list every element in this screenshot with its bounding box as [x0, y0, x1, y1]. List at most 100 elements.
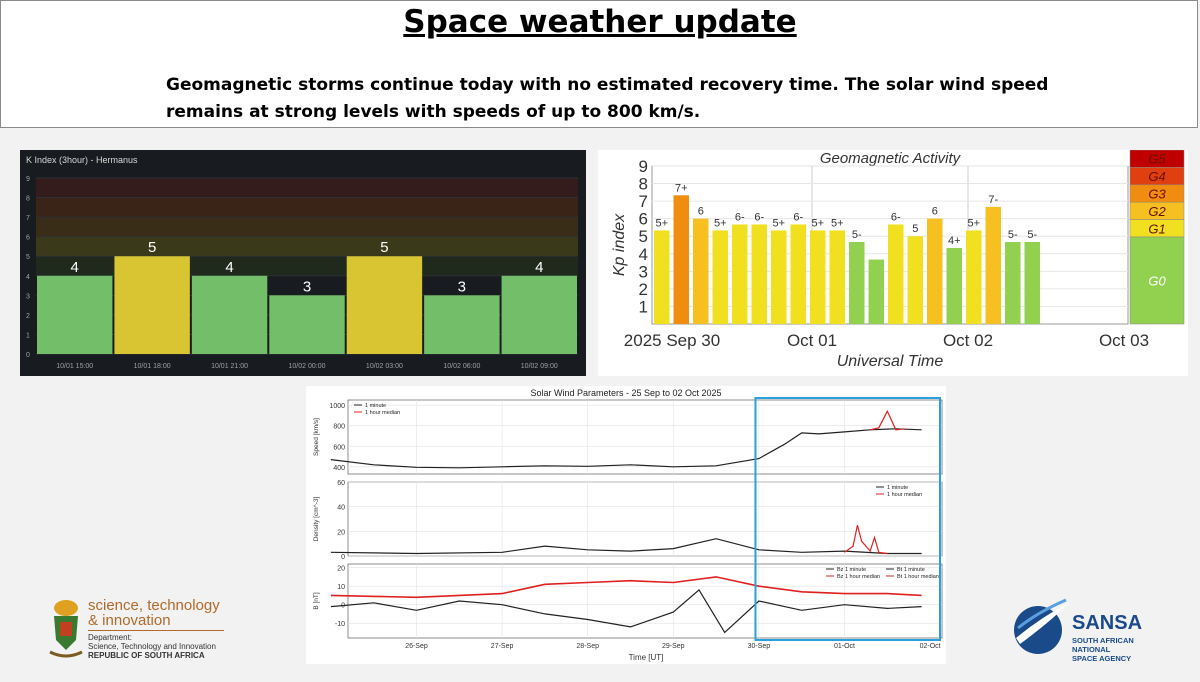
kp-bar-label: 5+ [714, 217, 727, 229]
k-y-tick-label: 2 [26, 313, 30, 320]
kp-y-tick-label: 7 [639, 192, 648, 211]
g-scale-label: G4 [1148, 169, 1165, 184]
kp-bar-label: 5 [912, 223, 918, 235]
kp-bar-label: 6- [891, 211, 901, 223]
kp-bar [927, 218, 943, 324]
kp-bar-label: 6 [932, 206, 938, 218]
g-scale-label: G5 [1148, 152, 1166, 167]
k-threshold-band [36, 197, 578, 218]
sw-chart-title: Solar Wind Parameters - 25 Sep to 02 Oct… [530, 388, 721, 398]
kp-y-tick-label: 4 [639, 245, 648, 264]
k-threshold-band [36, 217, 578, 237]
k-x-tick-label: 10/01 18:00 [134, 363, 171, 370]
sansa-subtitle-line1: SOUTH AFRICAN NATIONAL [1072, 636, 1134, 654]
kp-chart-title: Geomagnetic Activity [820, 150, 962, 167]
sw-series-line [330, 576, 922, 599]
k-bar-label: 4 [535, 259, 543, 276]
dsi-logo-line2: & innovation [88, 612, 171, 629]
sw-y-tick-label: 1000 [329, 403, 345, 410]
sw-x-tick-label: 27-Sep [491, 643, 514, 650]
kp-bar [1005, 242, 1021, 324]
kp-bar-label: 6- [793, 211, 803, 223]
sw-legend-label: 1 minute [365, 403, 386, 409]
k-bar [424, 295, 500, 354]
kp-y-tick-label: 3 [639, 262, 648, 281]
sw-y-axis-label: Speed [km/s] [313, 418, 320, 456]
kp-y-tick-label: 1 [639, 297, 648, 316]
summary-line-2: remains at strong levels with speeds of … [166, 102, 701, 122]
k-y-tick-label: 0 [26, 352, 30, 359]
kp-bar [1024, 242, 1040, 324]
k-index-chart: K Index (3hour) - Hermanus 0 1 2 3 4 5 6 7 8 9 4 10/… [20, 150, 586, 376]
k-bar [269, 295, 345, 354]
sw-x-tick-label: 01-Oct [834, 643, 855, 650]
sw-y-tick-label: 20 [337, 566, 345, 573]
header-panel [0, 0, 1198, 128]
summary-line-1: Geomagnetic storms continue today with n… [166, 75, 1049, 95]
k-bar-label: 4 [225, 259, 233, 276]
kp-bar [712, 230, 728, 324]
k-x-tick-label: 10/02 09:00 [521, 363, 558, 370]
sw-series-line [844, 525, 888, 555]
dsi-department-label: Department: [88, 633, 133, 642]
k-y-tick-label: 7 [26, 215, 30, 222]
k-bar-label: 5 [380, 239, 388, 256]
sw-y-tick-label: 400 [333, 465, 345, 472]
kp-bar [946, 247, 962, 324]
sw-legend-label: Bz 1 hour median [837, 574, 880, 580]
kp-bar [966, 230, 982, 324]
g-scale-label: G1 [1148, 221, 1165, 236]
sw-y-axis-label: Density [cm^-3] [313, 497, 320, 542]
sw-y-tick-label: 40 [337, 505, 345, 512]
sw-panel-frame [347, 481, 943, 557]
sw-legend-label: 1 minute [887, 485, 908, 491]
kp-bar-label: 5+ [772, 217, 785, 229]
sansa-name: SANSA [1072, 612, 1143, 634]
sw-series-line [330, 428, 922, 469]
sw-series-line [330, 538, 922, 555]
kp-bar [849, 242, 865, 324]
k-y-tick-label: 9 [26, 176, 30, 183]
kp-bar [985, 206, 1001, 324]
kp-bar [888, 224, 904, 324]
kp-bar-label: 5+ [811, 217, 824, 229]
kp-bar-label: 5+ [967, 217, 980, 229]
k-y-tick-label: 1 [26, 332, 30, 339]
sw-panel-frame [347, 399, 943, 475]
k-x-tick-label: 10/02 03:00 [366, 363, 403, 370]
g-scale-label: G0 [1148, 274, 1166, 289]
k-bar-label: 3 [303, 278, 311, 295]
sw-y-tick-label: 600 [333, 444, 345, 451]
sw-x-axis-label: Time [UT] [629, 653, 664, 662]
sw-y-tick-label: 0 [341, 554, 345, 561]
kp-bar [771, 230, 787, 324]
sw-y-axis-label: B [nT] [313, 592, 320, 610]
kp-x-tick-label: Oct 01 [787, 331, 837, 350]
k-x-tick-label: 10/02 06:00 [443, 363, 480, 370]
kp-y-tick-label: 2 [639, 280, 648, 299]
sw-legend-label: Bt 1 hour median [897, 574, 939, 580]
k-bar-label: 5 [148, 239, 156, 256]
sw-y-tick-label: 0 [341, 603, 345, 610]
sw-series-line [330, 588, 922, 634]
g-scale-box [1129, 236, 1185, 325]
sw-x-tick-label: 30-Sep [748, 643, 771, 650]
sw-y-tick-label: -10 [335, 621, 345, 628]
kp-bar [732, 224, 748, 324]
dsi-logo-line1: science, technology [88, 597, 220, 614]
k-threshold-band [36, 178, 578, 198]
kp-bar-label: 5- [1008, 229, 1018, 241]
g-scale-label: G2 [1148, 204, 1166, 219]
kp-bar [868, 259, 884, 324]
sw-series-line [870, 409, 905, 431]
kp-bar [751, 224, 767, 324]
kp-bar-label: 5- [852, 229, 862, 241]
k-bar [346, 256, 423, 354]
g-scale-label: G3 [1148, 187, 1166, 202]
sw-y-tick-label: 10 [337, 584, 345, 591]
dsi-divider [88, 630, 224, 631]
kp-bar [693, 218, 709, 324]
coat-of-arms-icon [49, 600, 83, 658]
dsi-department-name: Science, Technology and Innovation [88, 642, 216, 651]
